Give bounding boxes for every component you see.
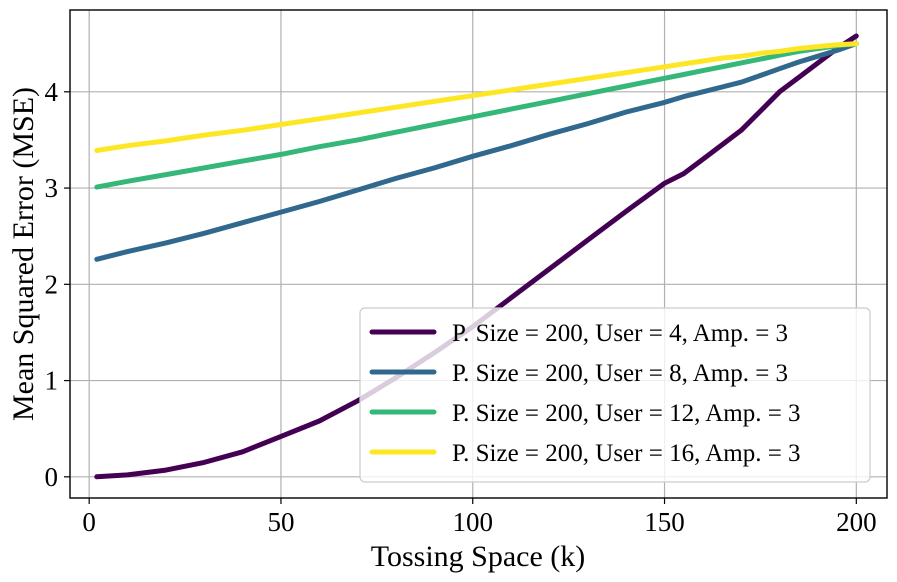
legend-label-1: P. Size = 200, User = 4, Amp. = 3 [452, 320, 788, 347]
x-tick-label: 200 [836, 507, 877, 537]
plot-frame [69, 9, 888, 499]
legend-label-3: P. Size = 200, User = 12, Amp. = 3 [452, 400, 801, 427]
x-tick-label: 150 [644, 507, 685, 537]
x-tick-label: 100 [452, 507, 493, 537]
y-tick-label: 0 [45, 462, 59, 492]
y-tick-label: 1 [45, 366, 59, 396]
y-tick-label: 4 [45, 77, 59, 107]
legend: P. Size = 200, User = 4, Amp. = 3 P. Size… [359, 307, 871, 483]
legend-label-2: P. Size = 200, User = 8, Amp. = 3 [452, 360, 788, 387]
series-lines [94, 33, 859, 480]
legend-label-4: P. Size = 200, User = 16, Amp. = 3 [452, 440, 801, 467]
y-tick-label: 2 [45, 269, 59, 299]
x-tick-label: 0 [82, 507, 96, 537]
x-tick-label: 50 [267, 507, 294, 537]
legend-box [359, 307, 871, 483]
axis-ticks: 0 50 100 150 200 0 1 2 3 4 [45, 77, 877, 537]
series-line-3 [94, 41, 859, 190]
y-axis-title: Mean Squared Error (MSE) [7, 87, 40, 421]
series-line-4 [94, 41, 859, 153]
x-axis-title: Tossing Space (k) [371, 540, 586, 573]
series-line-1 [94, 33, 859, 480]
y-tick-label: 3 [45, 173, 59, 203]
series-line-2 [94, 41, 859, 262]
